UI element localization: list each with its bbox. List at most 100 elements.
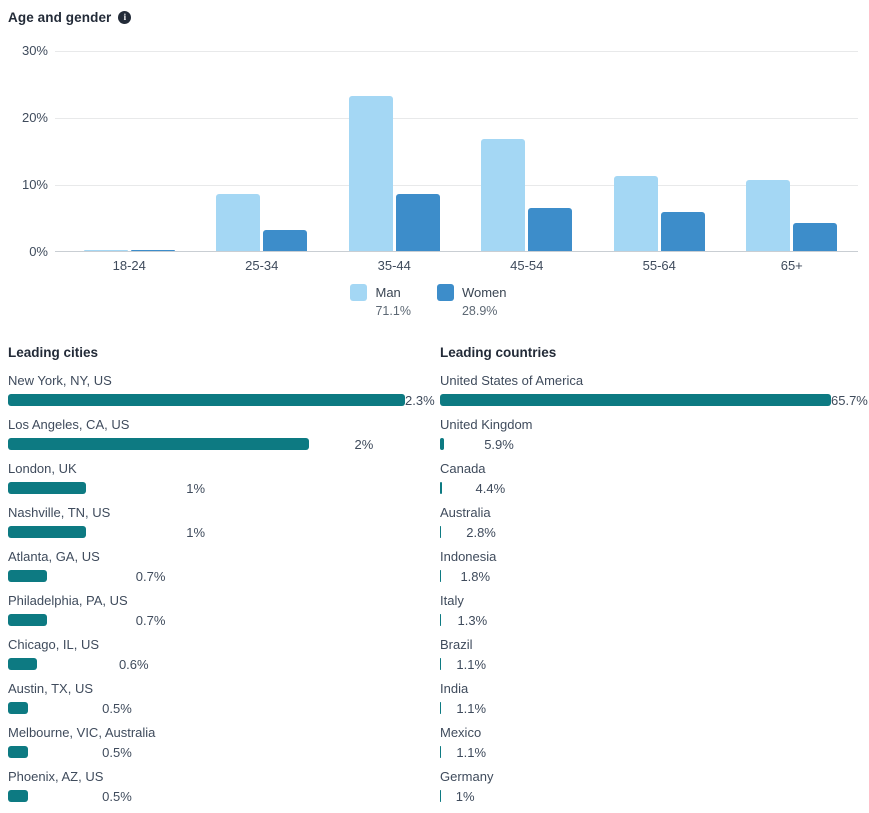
bar-women-45-54[interactable] [528,208,572,251]
y-tick-label: 30% [16,43,48,59]
legend-swatch-icon [350,284,367,301]
list-item-bar-line: 2.8% [440,526,869,539]
list-item-value: 2% [355,437,374,452]
legend-swatch-icon [437,284,454,301]
bar-man-65+[interactable] [746,180,790,251]
list-item-bar-line: 1% [8,482,440,495]
x-tick-label: 18-24 [63,258,196,273]
list-item: United Kingdom 5.9% [440,417,869,451]
list-item-value: 1% [456,789,475,804]
bar-women-18-24[interactable] [131,250,175,251]
bar-track [8,526,186,539]
x-tick-label: 45-54 [461,258,594,273]
list-item-value: 1.1% [456,701,486,716]
list-item-value: 0.7% [136,569,166,584]
list-item-value: 0.6% [119,657,149,672]
x-tick-label: 35-44 [328,258,461,273]
list-item-bar-line: 5.9% [440,438,869,451]
bar-philadelphia-pa-us[interactable] [8,614,47,626]
bar-women-35-44[interactable] [396,194,440,251]
list-item-label: Phoenix, AZ, US [8,769,440,785]
list-item-bar-line: 0.5% [8,790,440,803]
list-item-value: 1.1% [456,745,486,760]
bar-women-65+[interactable] [793,223,837,251]
bar-united-states-of-america[interactable] [440,394,831,406]
bar-indonesia[interactable] [440,570,441,582]
bar-track [440,482,476,495]
bar-group-35-44 [328,51,461,251]
list-item-bar-line: 0.5% [8,746,440,759]
bar-track [8,790,102,803]
bar-women-55-64[interactable] [661,212,705,251]
bar-women-25-34[interactable] [263,230,307,251]
list-item-label: Los Angeles, CA, US [8,417,440,433]
bar-melbourne-vic-australia[interactable] [8,746,28,758]
list-item-value: 1.1% [456,657,486,672]
bar-canada[interactable] [440,482,442,494]
bar-man-55-64[interactable] [614,176,658,251]
list-item: Phoenix, AZ, US 0.5% [8,769,440,803]
bar-man-45-54[interactable] [481,139,525,251]
bar-track [440,746,456,759]
bar-australia[interactable] [440,526,441,538]
bar-track [440,658,456,671]
list-item: Germany 1% [440,769,869,803]
list-item-value: 1% [186,481,205,496]
list-item: Mexico 1.1% [440,725,869,759]
bar-phoenix-az-us[interactable] [8,790,28,802]
bar-track [440,570,460,583]
list-item-value: 1% [186,525,205,540]
leading-countries-title: Leading countries [440,345,869,360]
chart-plot-area: 30%20%10%0% [55,51,858,252]
list-item-label: Mexico [440,725,869,741]
list-item-value: 1.3% [458,613,488,628]
bar-track [440,614,458,627]
list-item-bar-line: 65.7% [440,394,869,407]
bar-austin-tx-us[interactable] [8,702,28,714]
list-item-bar-line: 1.1% [440,658,869,671]
list-item-label: United Kingdom [440,417,869,433]
list-item-value: 65.7% [831,393,868,408]
bar-groups [63,51,858,251]
age-gender-title: Age and gender [8,10,111,25]
bar-chicago-il-us[interactable] [8,658,37,670]
bar-nashville-tn-us[interactable] [8,526,86,538]
bar-track [440,438,484,451]
list-item-bar-line: 1% [8,526,440,539]
bar-los-angeles-ca-us[interactable] [8,438,309,450]
bar-united-kingdom[interactable] [440,438,444,450]
leading-countries-section: Leading countries United States of Ameri… [440,345,869,813]
bar-london-uk[interactable] [8,482,86,494]
info-icon[interactable]: i [118,11,131,24]
list-item-bar-line: 0.7% [8,614,440,627]
bar-atlanta-ga-us[interactable] [8,570,47,582]
bar-man-18-24[interactable] [84,250,128,251]
list-item-label: Austin, TX, US [8,681,440,697]
age-gender-header: Age and gender i [8,9,869,26]
x-tick-label: 65+ [726,258,859,273]
x-tick-label: 55-64 [593,258,726,273]
bar-new-york-ny-us[interactable] [8,394,405,406]
bar-man-25-34[interactable] [216,194,260,251]
legend-name: Man [375,284,410,301]
y-tick-label: 0% [16,244,48,260]
list-item-label: Germany [440,769,869,785]
bar-track [440,526,466,539]
bar-man-35-44[interactable] [349,96,393,251]
list-item-bar-line: 1.1% [440,702,869,715]
